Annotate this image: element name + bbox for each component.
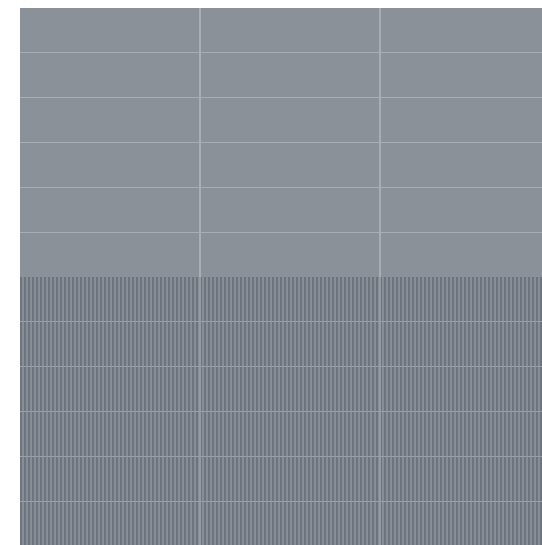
- grid: [20, 8, 542, 545]
- grid-striped-rows: [20, 277, 542, 545]
- grid-top-rows: [20, 8, 542, 277]
